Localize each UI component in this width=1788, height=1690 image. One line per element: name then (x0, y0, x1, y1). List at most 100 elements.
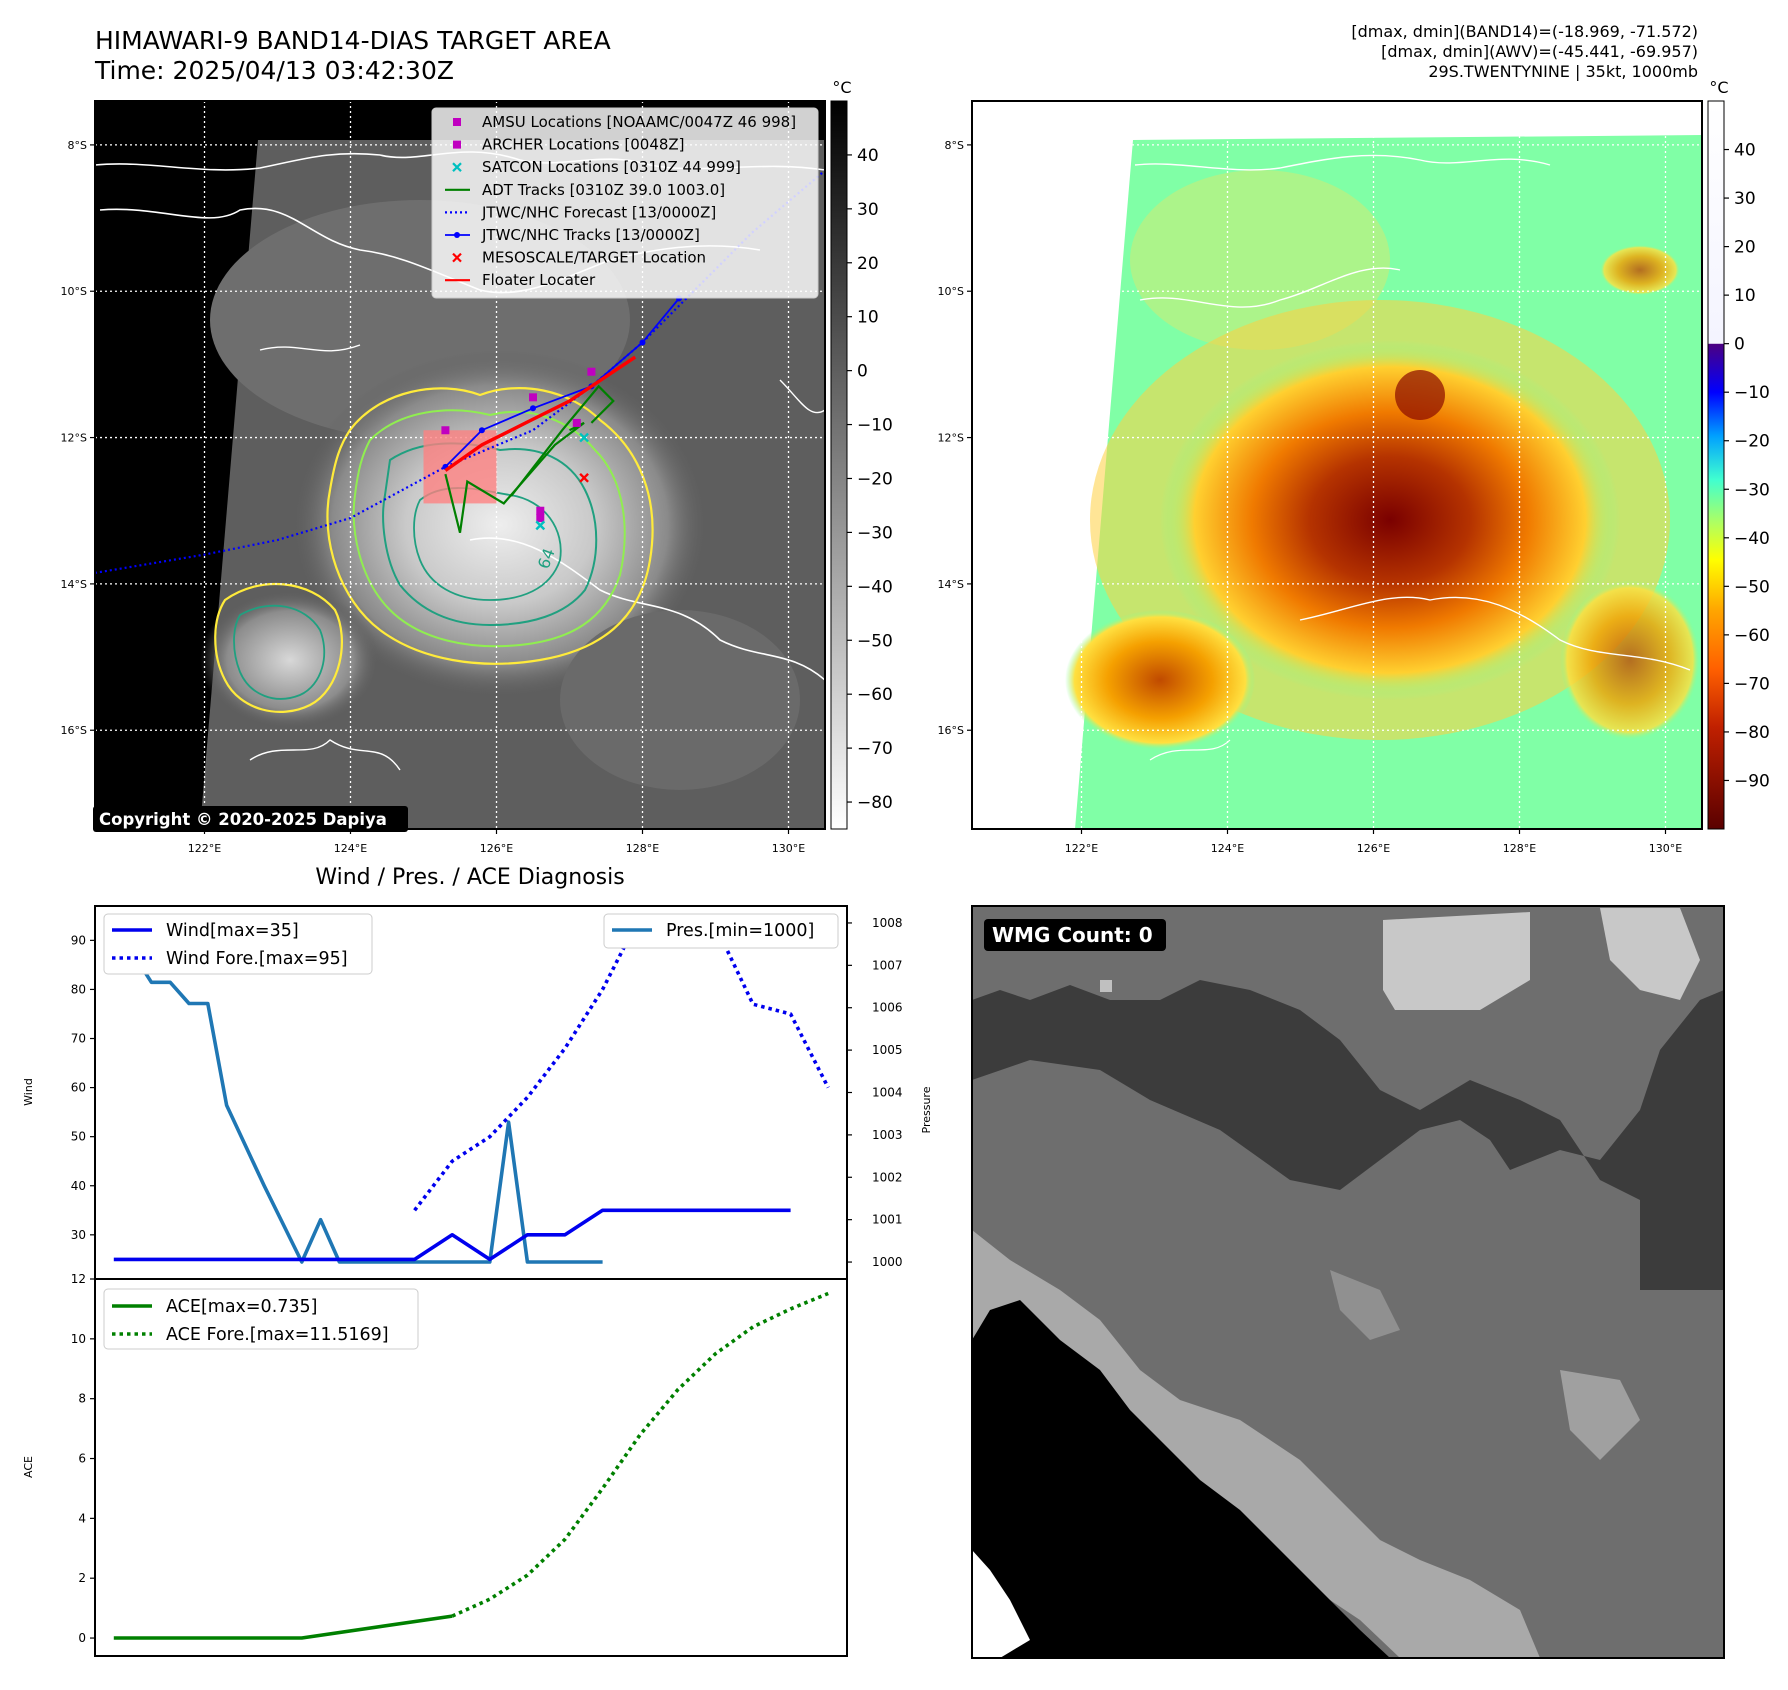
map-legend-label: ADT Tracks [0310Z 39.0 1003.0] (482, 181, 725, 199)
adt-track (510, 384, 615, 497)
jtwc-track (444, 297, 680, 468)
wind-legend-label: Wind[max=35] (166, 921, 299, 941)
map-legend-entry: ADT Tracks [0310Z 39.0 1003.0] (445, 181, 725, 199)
awv-map-panel: 8°S 10°S 12°S 14°S 16°S 122°E 124°E 126°E 128°E 1… (938, 100, 1703, 855)
awv-colorbar-tick-label: 0 (1734, 335, 1745, 355)
awv-colorbar-tick-label: −60 (1734, 626, 1770, 646)
ir-map-frame (94, 100, 826, 830)
pres-legend: Pres.[min=1000] (603, 913, 839, 949)
ace-tick-label: 12 (71, 1272, 86, 1286)
awv-map-imagery (972, 101, 1702, 829)
stats-line1: [dmax, dmin](BAND14)=(-18.969, -71.572) (1351, 22, 1698, 41)
wind-forecast-series (413, 913, 830, 1212)
ir-colorbar: °C 40 30 20 10 0 −10 −20 −30 −40 −50 −60 −70 −80 (830, 78, 893, 830)
copyright-badge (93, 806, 408, 832)
figure-title-line2: Time: 2025/04/13 03:42:30Z (95, 56, 454, 85)
ace-legend: ACE[max=0.735] ACE Fore.[max=11.5169] (103, 1288, 419, 1350)
awv-colorbar-tick-label: −30 (1734, 480, 1770, 500)
awv-colorbar-tick-label: 10 (1734, 286, 1756, 306)
ir-colorbar-unit: °C (832, 78, 851, 97)
amsu-location (536, 514, 545, 523)
ir-map-lon-label: 130°E (772, 842, 805, 855)
wmg-frame (971, 905, 1725, 1659)
stats-line3: 29S.TWENTYNINE | 35kt, 1000mb (1428, 62, 1698, 81)
satcon-location (579, 432, 589, 443)
pressure-tick-label: 1004 (872, 1086, 903, 1100)
target-location (579, 472, 589, 483)
awv-colorbar-tick-label: 40 (1734, 141, 1756, 161)
awv-map-lat-label: 16°S (938, 724, 964, 737)
ace-axis-label: ACE (22, 1456, 35, 1478)
figure-title-line1: HIMAWARI-9 BAND14-DIAS TARGET AREA (95, 26, 611, 55)
diagnosis-panel: Wind / Pres. / ACE Diagnosis Wind Pressu… (22, 865, 933, 1657)
wind-fore-legend-label: Wind Fore.[max=95] (166, 949, 348, 969)
jtwc-track-point (478, 427, 485, 434)
ir-map-ticks: 8°S 10°S 12°S 14°S 16°S 122°E 124°E 126°E 128°E 1… (61, 139, 806, 855)
jtwc-track-point (639, 339, 646, 346)
awv-map-frame (971, 100, 1703, 830)
awv-map-gridlines (972, 101, 1702, 829)
awv-map-lon-label: 130°E (1649, 842, 1682, 855)
ace-tick-label: 2 (78, 1571, 86, 1585)
wind-axis-label: Wind (22, 1078, 35, 1106)
pressure-tick-label: 1007 (872, 958, 903, 972)
awv-map-ticks: 8°S 10°S 12°S 14°S 16°S 122°E 124°E 126°E 128°E 1… (938, 139, 1683, 855)
awv-map-lat-label: 12°S (938, 432, 964, 445)
ir-map-lon-label: 126°E (480, 842, 513, 855)
wind-tick-label: 50 (71, 1130, 86, 1144)
ir-colorbar-tick-label: −40 (857, 577, 893, 597)
ir-colorbar-tick-label: −10 (857, 416, 893, 436)
wind-legend: Wind[max=35] Wind Fore.[max=95] (103, 913, 373, 975)
ir-map-lat-label: 10°S (61, 285, 87, 298)
adt-track (444, 421, 585, 533)
wmg-count-text: WMG Count: 0 (992, 923, 1153, 947)
ir-colorbar-tick-label: −50 (857, 631, 893, 651)
awv-map-lat-label: 8°S (945, 139, 964, 152)
ir-colorbar-tick-label: −60 (857, 685, 893, 705)
wmg-panel: WMG Count: 0 (971, 905, 1725, 1659)
archer-location (536, 506, 545, 515)
diagnosis-plot: 3040506070809010001001100210031004100510… (71, 913, 903, 1645)
awv-colorbar-tick-label: −80 (1734, 723, 1770, 743)
wind-tick-label: 80 (71, 982, 86, 996)
amsu-location (441, 426, 450, 435)
ir-map-lat-label: 8°S (68, 139, 87, 152)
map-legend-entry: SATCON Locations [0310Z 44 999] (452, 158, 741, 176)
awv-colorbar-tick-label: −50 (1734, 577, 1770, 597)
awv-colorbar-unit: °C (1709, 78, 1728, 97)
wind-tick-label: 60 (71, 1081, 86, 1095)
map-legend-entry: JTWC/NHC Forecast [13/0000Z] (445, 203, 716, 221)
awv-colorbar-tick-label: 20 (1734, 238, 1756, 258)
pressure-tick-label: 1001 (872, 1213, 903, 1227)
ir-colorbar-tick-label: 0 (857, 362, 868, 382)
ace-fore-legend-label: ACE Fore.[max=11.5169] (166, 1325, 389, 1345)
awv-map-lon-label: 124°E (1211, 842, 1244, 855)
ir-map-lon-label: 122°E (188, 842, 221, 855)
ir-colorbar-tick-label: 30 (857, 200, 879, 220)
wind-tick-label: 90 (71, 933, 86, 947)
ir-colorbar-tick-label: 10 (857, 308, 879, 328)
ace-tick-label: 0 (78, 1631, 86, 1645)
pressure-tick-label: 1002 (872, 1170, 903, 1184)
ace-legend-label: ACE[max=0.735] (166, 1297, 317, 1317)
awv-colorbar-tick-label: −40 (1734, 529, 1770, 549)
ir-colorbar-tick-label: −70 (857, 739, 893, 759)
pres-legend-label: Pres.[min=1000] (666, 921, 814, 941)
pressure-series (112, 922, 603, 1264)
wind-tick-label: 30 (71, 1228, 86, 1242)
awv-colorbar: °C 40 30 20 10 0 −10 −20 −30 −40 −50 −60 −70 −80 −90 (1707, 78, 1770, 830)
map-legend-entry: Floater Locater (445, 271, 596, 289)
wmg-count-badge (984, 919, 1166, 951)
diagnosis-title: Wind / Pres. / ACE Diagnosis (315, 865, 624, 890)
ace-tick-label: 10 (71, 1332, 86, 1346)
jtwc-forecast-track (95, 169, 825, 574)
awv-colorbar-tick-label: −20 (1734, 432, 1770, 452)
awv-colorbar-tick-label: −70 (1734, 674, 1770, 694)
ir-colorbar-tick-label: −30 (857, 523, 893, 543)
ir-map-lon-label: 128°E (626, 842, 659, 855)
amsu-location (587, 367, 596, 376)
map-legend-label: SATCON Locations [0310Z 44 999] (482, 158, 741, 176)
awv-map-lat-label: 14°S (938, 578, 964, 591)
floater-locater (444, 355, 637, 472)
